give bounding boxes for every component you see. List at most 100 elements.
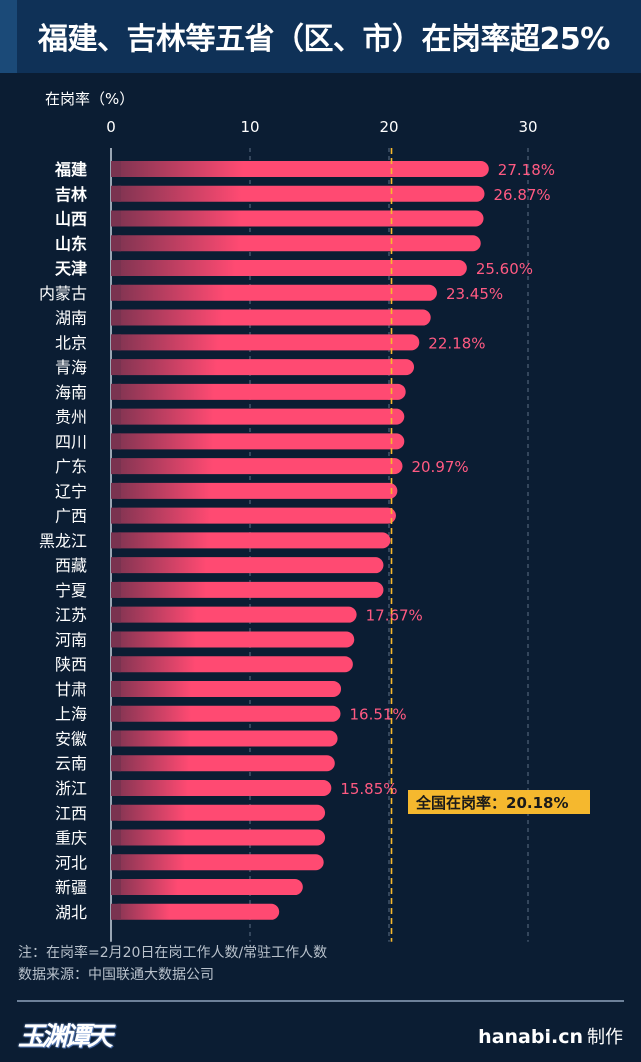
category-label: 云南: [55, 754, 87, 773]
bar-base: [111, 309, 121, 326]
bar-base: [111, 879, 121, 896]
category-label: 安徽: [55, 729, 87, 748]
category-label: 江西: [55, 804, 87, 823]
bar: [111, 903, 280, 920]
category-label: 西藏: [55, 556, 87, 575]
category-label: 河北: [55, 853, 87, 872]
bar: [111, 433, 405, 450]
site-name: hanabi.cn: [478, 1026, 583, 1048]
bar: [111, 260, 467, 277]
x-tick-label: 0: [106, 118, 116, 136]
data-label: 16.51%: [349, 706, 406, 724]
bar-base: [111, 780, 121, 796]
bar: [111, 730, 338, 747]
data-label: 26.87%: [493, 186, 550, 204]
bar-base: [111, 730, 121, 747]
bar: [111, 705, 341, 722]
category-label: 江苏: [55, 606, 87, 625]
chart-title: 福建、吉林等五省（区、市）在岗率超25%: [38, 22, 610, 57]
bar: [111, 210, 484, 227]
data-label: 17.67%: [366, 607, 423, 625]
bar-base: [111, 581, 121, 598]
category-label: 宁夏: [55, 581, 87, 600]
bar: [111, 458, 403, 475]
category-label: 海南: [55, 383, 87, 402]
bar-base: [111, 606, 121, 623]
data-label: 20.97%: [411, 458, 468, 476]
bar: [111, 581, 384, 598]
category-label: 山东: [55, 234, 87, 253]
category-label: 四川: [55, 432, 87, 451]
category-label: 湖南: [55, 309, 87, 328]
bar-base: [111, 235, 121, 252]
title-accent: [0, 0, 17, 73]
category-label: 内蒙古: [39, 284, 87, 303]
category-label: 福建: [54, 160, 87, 179]
data-label: 27.18%: [498, 161, 555, 179]
bar: [111, 804, 326, 821]
bar-base: [111, 557, 121, 574]
bar-base: [111, 854, 121, 871]
bar-base: [111, 903, 121, 920]
bar: [111, 284, 437, 301]
bar-base: [111, 482, 121, 499]
bar: [111, 656, 353, 673]
footer-divider: [17, 1000, 624, 1002]
bar-base: [111, 631, 121, 648]
credit: hanabi.cn 制作: [478, 1023, 623, 1049]
bar-base: [111, 458, 121, 475]
bar: [111, 309, 431, 326]
bar: [111, 780, 332, 796]
bar-base: [111, 359, 121, 376]
category-label: 黑龙江: [39, 531, 87, 550]
category-label: 天津: [55, 259, 87, 278]
title-bar: 福建、吉林等五省（区、市）在岗率超25%: [0, 0, 641, 73]
category-label: 北京: [55, 333, 87, 352]
category-label: 广东: [55, 457, 87, 476]
definition-note: 注：在岗率=2月20日在岗工作人数/常驻工作人数: [18, 945, 328, 961]
made-by: 制作: [587, 1027, 623, 1048]
bar: [111, 879, 303, 896]
bar-base: [111, 185, 121, 202]
bar: [111, 829, 326, 846]
bar-base: [111, 680, 121, 697]
x-tick-label: 30: [518, 118, 537, 136]
bar: [111, 532, 391, 549]
bar: [111, 334, 420, 351]
bar: [111, 383, 406, 400]
bar-base: [111, 210, 121, 227]
category-label: 湖北: [55, 903, 87, 922]
source-note: 数据来源：中国联通大数据公司: [18, 967, 214, 983]
category-label: 上海: [55, 705, 87, 724]
category-label: 甘肃: [55, 680, 87, 699]
bar: [111, 359, 415, 376]
bar: [111, 755, 335, 772]
category-label: 新疆: [55, 878, 87, 897]
category-label: 重庆: [55, 829, 87, 848]
bar-base: [111, 260, 121, 277]
bar: [111, 631, 355, 648]
category-label: 吉林: [55, 185, 87, 204]
logo: 玉渊谭天: [18, 1022, 113, 1052]
data-label: 15.85%: [340, 780, 397, 798]
national-average-badge: [408, 790, 590, 814]
category-label: 辽宁: [55, 482, 87, 501]
bar-base: [111, 804, 121, 821]
category-label: 青海: [55, 358, 87, 377]
bar-base: [111, 755, 121, 772]
bar: [111, 606, 357, 623]
data-label: 23.45%: [446, 285, 503, 303]
bar-base: [111, 507, 121, 524]
x-axis-label: 在岗率（%）: [45, 90, 134, 108]
x-tick-label: 10: [240, 118, 259, 136]
category-label: 河南: [55, 630, 87, 649]
category-label: 山西: [55, 210, 87, 229]
bar-base: [111, 408, 121, 425]
data-label: 25.60%: [476, 260, 533, 278]
national-average-label: 全国在岗率：20.18%: [415, 794, 568, 812]
bar-base: [111, 284, 121, 301]
bar-base: [111, 705, 121, 722]
category-label: 浙江: [55, 779, 87, 798]
bar: [111, 854, 324, 871]
